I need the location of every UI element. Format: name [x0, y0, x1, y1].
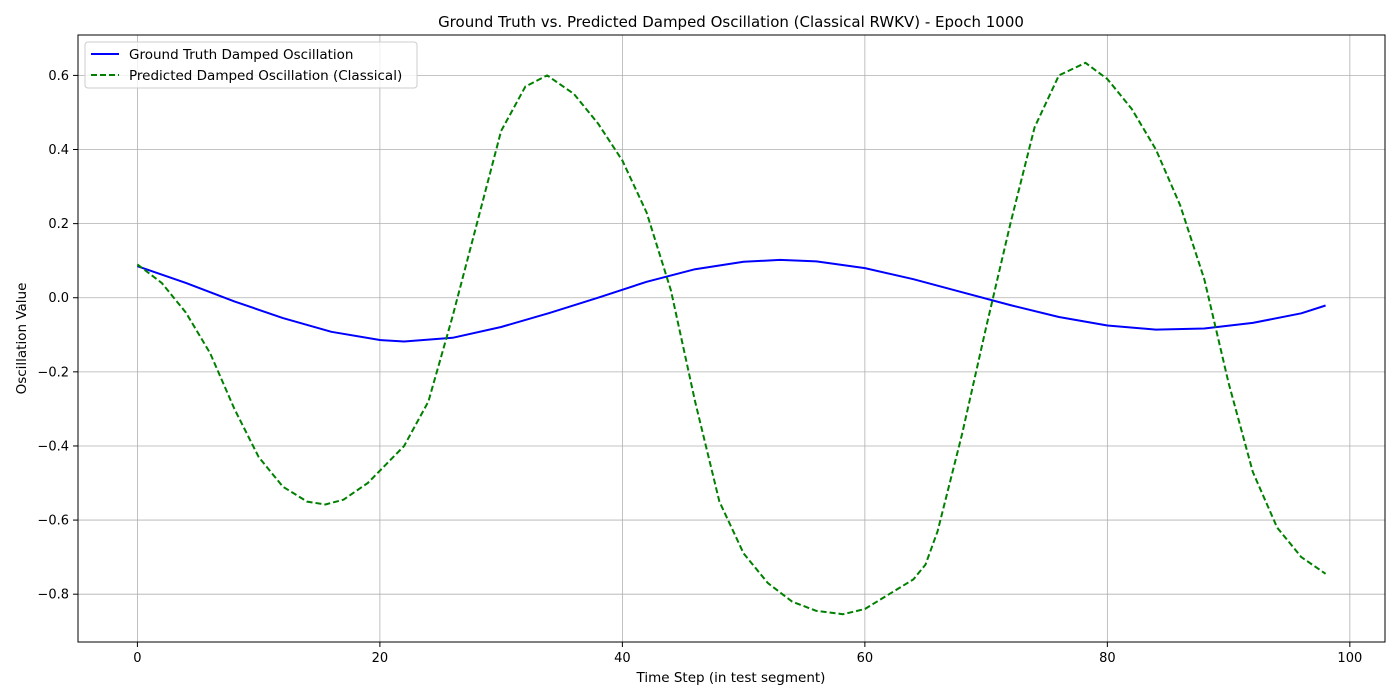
chart-title: Ground Truth vs. Predicted Damped Oscill… [438, 13, 1024, 31]
series-line-ground-truth [137, 258, 1326, 343]
y-tick-label: −0.6 [37, 514, 69, 529]
y-tick-label: 0.2 [48, 217, 69, 232]
legend-label-ground-truth: Ground Truth Damped Oscillation [129, 47, 353, 63]
y-tick-label: 0.0 [48, 291, 69, 306]
x-tick-label: 100 [1337, 651, 1362, 666]
legend: Ground Truth Damped Oscillation Predicte… [84, 41, 418, 89]
legend-box [84, 41, 418, 89]
x-tick-label: 80 [1099, 651, 1116, 666]
x-tick-label: 60 [857, 651, 874, 666]
x-tick-label: 20 [372, 651, 389, 666]
grid-lines [78, 35, 1385, 642]
axis-ticks: 0 20 40 60 80 100 −0.8 −0.6 −0.4 −0.2 0.0 0.2 0.4 0.6 [37, 69, 1362, 666]
x-tick-label: 0 [133, 651, 141, 666]
x-tick-label: 40 [614, 651, 631, 666]
y-tick-label: −0.4 [37, 439, 69, 454]
y-tick-label: −0.8 [37, 588, 69, 603]
x-axis-label: Time Step (in test segment) [636, 670, 826, 686]
y-tick-label: 0.4 [48, 143, 69, 158]
series-lines [136, 61, 1327, 616]
y-tick-label: 0.6 [48, 69, 69, 84]
y-axis-label: Oscillation Value [14, 283, 30, 395]
plot-area-frame [77, 34, 1386, 643]
legend-label-predicted: Predicted Damped Oscillation (Classical) [129, 68, 402, 84]
series-line-predicted [136, 61, 1327, 616]
y-tick-label: −0.2 [37, 365, 69, 380]
